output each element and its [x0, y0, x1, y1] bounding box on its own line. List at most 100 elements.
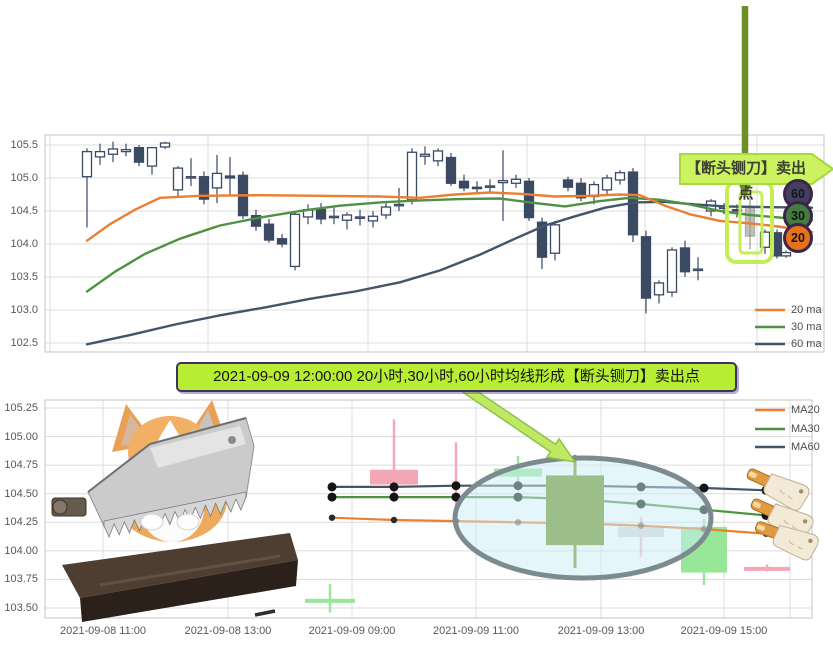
cleaver-handle-band	[756, 524, 765, 531]
candle-body	[393, 203, 405, 207]
cleaver-icon	[746, 468, 810, 511]
candle-body	[601, 177, 613, 191]
legend-item-label: 30 ma	[791, 321, 822, 333]
candle-body	[380, 206, 392, 216]
candle-body	[780, 251, 792, 257]
candle-body	[211, 172, 223, 189]
candle-body	[263, 223, 275, 241]
candle-body	[81, 150, 93, 178]
x-axis-tick-label: 2021-09-09 11:00	[432, 625, 520, 637]
y-axis-tick-label: 104.0	[10, 238, 38, 250]
cleaver-hole	[808, 538, 813, 544]
legend-item-label: 20 ma	[791, 304, 822, 316]
sell-point-arrow-banner	[679, 153, 833, 185]
candle-body	[224, 175, 236, 179]
base-shadow-mark	[254, 609, 276, 617]
cleaver-handle-band	[752, 501, 761, 509]
y-axis-tick-label: 105.25	[4, 402, 38, 414]
candle-body	[523, 180, 535, 219]
candle-body	[370, 469, 418, 485]
legend-item-label: MA20	[791, 404, 820, 416]
saw-blade-screw	[228, 436, 236, 444]
candle-body	[510, 178, 522, 184]
candle-body	[341, 214, 353, 221]
ma-point-dot	[327, 482, 337, 492]
candle-body	[640, 236, 652, 299]
y-axis-tick-label: 102.5	[10, 337, 38, 349]
ma-point-dot	[389, 492, 399, 502]
ma-point-dot	[327, 492, 337, 502]
ma-point-dot	[451, 481, 461, 491]
candle-body	[666, 249, 678, 293]
ma-point-dot	[328, 514, 336, 521]
candle-body	[315, 209, 327, 220]
ma-point-dot	[451, 492, 461, 502]
cleaver-icon	[754, 521, 819, 561]
candle-body	[536, 221, 548, 258]
ma-point-dot	[390, 516, 398, 524]
candle-body	[198, 176, 210, 200]
candle-body	[185, 176, 197, 179]
x-axis-tick-label: 2021-09-08 13:00	[184, 625, 272, 637]
y-axis-tick-label: 104.50	[4, 487, 38, 500]
y-axis-tick-label: 103.5	[10, 271, 38, 283]
candle-body	[172, 167, 184, 191]
guillotine-base-front	[80, 560, 298, 622]
plot-frame	[44, 399, 813, 619]
y-axis-tick-label: 104.5	[10, 205, 38, 217]
x-axis-tick-label: 2021-09-09 13:00	[557, 625, 645, 637]
cleaver-hole	[798, 489, 804, 494]
cleaver-handle-band	[748, 471, 757, 479]
candle-body	[159, 142, 171, 148]
candle-body	[549, 224, 561, 254]
y-axis-tick-label: 104.00	[4, 544, 38, 557]
y-axis-tick-label: 103.75	[4, 573, 38, 586]
ma-point-dot	[389, 482, 399, 492]
signal-highlight-inner	[738, 190, 764, 255]
candle-body	[289, 213, 301, 268]
x-axis-tick-label: 2021-09-08 11:00	[59, 625, 147, 637]
ma20-badge: 20	[783, 223, 813, 253]
y-axis-tick-label: 104.75	[4, 459, 38, 472]
candle-body	[575, 182, 587, 199]
ma-line	[85, 196, 814, 293]
candle-body	[419, 153, 431, 157]
x-axis-tick-label: 2021-09-09 09:00	[308, 625, 396, 637]
candle-body	[614, 172, 626, 181]
guillotine-base-top	[62, 533, 298, 598]
y-axis-tick-label: 105.00	[4, 430, 38, 443]
plot-frame	[44, 134, 825, 353]
candle-body	[497, 179, 509, 184]
y-axis-tick-label: 105.0	[10, 172, 38, 184]
candle-body	[133, 146, 145, 163]
cleaver-blade	[763, 473, 810, 511]
sell-point-banner-label: 【断头铡刀】卖出点	[685, 160, 806, 202]
candle-body	[432, 150, 444, 162]
candle-body	[562, 179, 574, 188]
corgi-right-paw	[176, 513, 200, 531]
signal-description-banner: 2021-09-09 12:00:00 20小时,30小时,60小时均线形成【断…	[176, 362, 737, 392]
candle-body	[679, 247, 691, 273]
x-axis-tick-label: 2021-09-09 15:00	[680, 625, 768, 637]
legend-item-label: 60 ma	[791, 338, 822, 350]
candle-body	[692, 268, 704, 272]
candle-body	[445, 156, 457, 184]
candle-body	[120, 148, 132, 153]
base-streak	[99, 554, 281, 587]
candle-body	[406, 151, 418, 201]
candle-body	[250, 214, 262, 227]
y-axis-tick-label: 104.25	[4, 516, 38, 529]
legend-item-label: MA60	[791, 441, 820, 453]
ma-line	[85, 200, 814, 346]
candle-body	[146, 146, 158, 167]
cleaver-marks	[788, 540, 803, 550]
candle-body	[471, 186, 483, 190]
saw-teeth	[103, 491, 247, 539]
candle-body	[305, 598, 355, 603]
candle-body	[458, 180, 470, 189]
y-axis-tick-label: 105.5	[10, 139, 38, 151]
candle-body	[653, 282, 665, 296]
corgi-guillotine-illustration	[51, 400, 298, 622]
pointer-arrow	[462, 384, 577, 464]
